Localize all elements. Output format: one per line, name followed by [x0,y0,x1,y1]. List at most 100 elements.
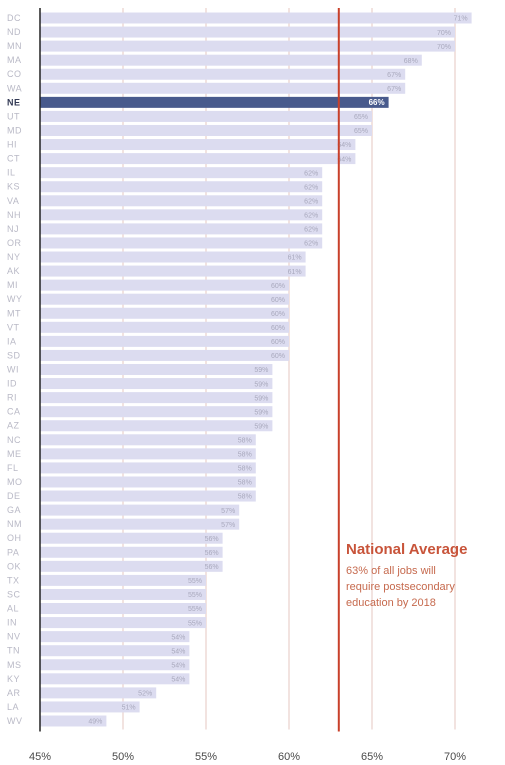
category-label: DE [7,491,21,501]
category-label: OR [7,238,22,248]
annotation-line-1: 63% of all jobs will [346,565,436,577]
annotation-line-2: require postsecondary [346,581,455,593]
category-label: NH [7,210,21,220]
value-label: 64% [337,142,351,149]
value-label: 49% [88,719,102,726]
category-label: PA [7,547,19,557]
category-label: CT [7,154,20,164]
category-label: TX [7,575,20,585]
value-label: 55% [188,578,202,585]
bar-ak [40,265,306,277]
bar-ny [40,251,306,263]
bar-id [40,378,273,390]
bar-co [40,68,406,80]
bar-ga [40,504,240,516]
value-label: 65% [354,114,368,121]
category-label: SC [7,589,21,599]
bar-ne [40,96,389,108]
category-label: OH [7,533,22,543]
bar-md [40,124,372,136]
x-tick-label: 45% [29,751,51,763]
category-label: WY [7,294,23,304]
value-label: 56% [205,564,219,571]
bar-nc [40,434,256,446]
category-label: DC [7,13,21,23]
value-label: 60% [271,339,285,346]
value-label: 58% [238,494,252,501]
value-label: 62% [304,227,318,234]
value-label: 67% [387,72,401,79]
bar-ca [40,406,273,418]
value-label: 54% [171,634,185,641]
bar-sd [40,349,289,361]
category-label: WV [7,716,23,726]
value-label: 54% [171,677,185,684]
value-label: 59% [254,409,268,416]
value-label: 57% [221,508,235,515]
category-label: MI [7,280,18,290]
bar-va [40,195,323,207]
value-label: 56% [205,550,219,557]
value-label: 62% [304,213,318,220]
bar-mi [40,279,289,291]
value-label: 70% [437,30,451,37]
category-label: NJ [7,224,19,234]
value-label: 56% [205,536,219,543]
bar-ut [40,110,372,122]
category-label: IN [7,618,17,628]
bar-vt [40,321,289,333]
bar-il [40,167,323,179]
category-label: NY [7,252,21,262]
value-label: 62% [304,184,318,191]
category-label: OK [7,561,21,571]
category-label: VT [7,322,20,332]
category-label: WI [7,365,19,375]
bar-nd [40,26,455,38]
category-label: NC [7,435,21,445]
bar-tn [40,645,190,657]
category-label: MT [7,308,21,318]
category-label: ND [7,27,21,37]
category-label: TN [7,646,20,656]
bar-ks [40,181,323,193]
bar-al [40,603,206,615]
category-label: MS [7,660,22,670]
bar-hi [40,139,356,151]
category-label: AR [7,688,21,698]
value-label: 71% [454,16,468,23]
category-label: MO [7,477,23,487]
bar-nh [40,209,323,221]
category-label: LA [7,702,19,712]
value-label: 60% [271,297,285,304]
value-label: 54% [171,648,185,655]
value-label: 67% [387,86,401,93]
annotation-line-3: education by 2018 [346,597,436,609]
value-label: 58% [238,466,252,473]
value-label: 55% [188,592,202,599]
bar-tx [40,574,206,586]
category-label: MN [7,41,22,51]
value-label: 60% [271,353,285,360]
value-label: 59% [254,367,268,374]
category-label: MA [7,55,22,65]
x-tick-label: 60% [278,751,300,763]
bar-ky [40,673,190,685]
annotation-title: National Average [346,541,467,558]
value-label: 66% [369,98,385,107]
bars: DC 71% ND 70% MN 70% MA 68% CO 67% WA 67% NE 66% UT 65%… [7,12,472,727]
bar-me [40,448,256,460]
value-label: 54% [171,662,185,669]
category-label: MD [7,125,22,135]
value-label: 60% [271,325,285,332]
category-label: UT [7,111,20,121]
value-label: 55% [188,606,202,613]
x-tick-label: 65% [361,751,383,763]
bar-wv [40,715,107,727]
value-label: 60% [271,311,285,318]
category-label: KY [7,674,20,684]
category-label: FL [7,463,19,473]
value-label: 52% [138,691,152,698]
bar-pa [40,546,223,558]
value-label: 58% [238,438,252,445]
